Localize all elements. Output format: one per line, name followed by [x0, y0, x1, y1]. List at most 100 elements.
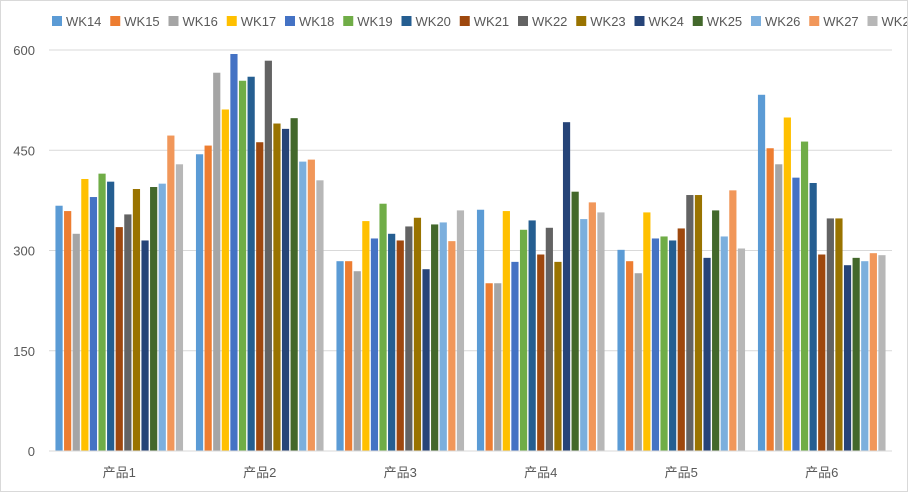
bar: [766, 148, 774, 451]
bar: [720, 236, 728, 451]
bar: [158, 183, 166, 451]
bar: [669, 240, 677, 451]
y-axis-ticks: 0 150 300 450 600: [13, 43, 35, 459]
legend-label: WK16: [183, 14, 218, 29]
bar: [115, 227, 123, 451]
bar: [694, 195, 703, 451]
bar: [511, 261, 519, 451]
legend-swatch: [110, 16, 121, 26]
bar: [81, 178, 89, 451]
bar: [230, 54, 238, 451]
bar: [370, 238, 379, 451]
bar: [818, 254, 826, 451]
legend-label: WK20: [416, 14, 451, 29]
bar: [379, 203, 387, 451]
bar: [175, 164, 184, 451]
legend-label: WK19: [357, 14, 392, 29]
legend-label: WK14: [66, 14, 101, 29]
x-category-label: 产品6: [805, 465, 838, 480]
bar: [643, 212, 651, 451]
bar: [456, 210, 465, 451]
x-category-label: 产品2: [243, 465, 276, 480]
bar: [634, 273, 642, 451]
bar: [247, 76, 255, 451]
bar: [809, 182, 817, 451]
bar: [107, 181, 115, 451]
x-axis: 产品1 产品2 产品3 产品4 产品5 产品6: [49, 450, 892, 480]
bar: [345, 261, 353, 451]
bar: [835, 218, 843, 451]
bar: [554, 261, 562, 451]
bar: [852, 257, 860, 451]
legend-label: WK25: [707, 14, 742, 29]
bar: [238, 80, 247, 451]
bar: [413, 217, 422, 451]
bar: [290, 118, 298, 452]
bar: [362, 221, 370, 451]
bar: [878, 255, 886, 451]
bar: [213, 72, 221, 452]
legend-swatch: [867, 16, 878, 26]
bar: [651, 238, 660, 451]
legend-swatch: [52, 16, 62, 26]
bar: [528, 220, 536, 451]
bar: [388, 233, 396, 451]
bar: [167, 135, 175, 451]
bar: [597, 212, 605, 451]
bar: [588, 202, 596, 451]
bar: [775, 164, 783, 451]
legend-swatch: [343, 16, 354, 26]
legend-label: WK24: [649, 14, 684, 29]
bar: [448, 241, 456, 451]
bar: [757, 94, 766, 452]
x-category-label: 产品4: [524, 465, 557, 480]
bar: [431, 224, 439, 451]
legend-label: WK23: [590, 14, 625, 29]
legend-swatch: [168, 16, 179, 26]
y-tick-label: 600: [13, 43, 35, 58]
bar: [712, 210, 720, 451]
bar: [72, 233, 80, 451]
bar: [843, 265, 852, 451]
bar: [439, 222, 447, 451]
bar: [89, 197, 98, 451]
legend-swatch: [751, 16, 761, 26]
bar: [783, 117, 791, 452]
bar: [494, 283, 502, 451]
legend-label: WK22: [532, 14, 567, 29]
bar: [316, 180, 324, 451]
legend-swatch: [401, 16, 412, 26]
legend-swatch: [634, 16, 645, 26]
bar: [869, 253, 877, 451]
bar: [336, 261, 344, 451]
legend-swatch: [285, 16, 295, 26]
bar: [273, 123, 281, 452]
legend-swatch: [459, 16, 470, 26]
bar: [124, 214, 132, 451]
y-tick-label: 450: [13, 143, 35, 158]
x-category-label: 产品5: [665, 465, 698, 480]
bar: [519, 229, 528, 451]
bar: [281, 128, 290, 451]
bar: [626, 261, 634, 451]
bar: [307, 159, 315, 451]
bar: [660, 236, 668, 451]
bar: [800, 141, 809, 452]
legend-swatch: [518, 16, 528, 26]
legend-label: WK28: [882, 14, 908, 29]
gridlines: [49, 49, 892, 352]
legend: WK14 WK15 WK16 WK17 WK18 WK19 WK20 WK21 WK22 WK23…: [52, 14, 907, 29]
y-tick-label: 150: [13, 344, 35, 359]
bar: [792, 177, 800, 451]
bar: [221, 109, 229, 452]
bar: [545, 227, 553, 451]
bar: [502, 211, 510, 451]
bar: [703, 257, 711, 451]
y-tick-label: 300: [13, 244, 35, 259]
bar: [396, 240, 404, 451]
legend-swatch: [692, 16, 703, 26]
bar: [132, 189, 141, 451]
legend-swatch: [576, 16, 587, 26]
